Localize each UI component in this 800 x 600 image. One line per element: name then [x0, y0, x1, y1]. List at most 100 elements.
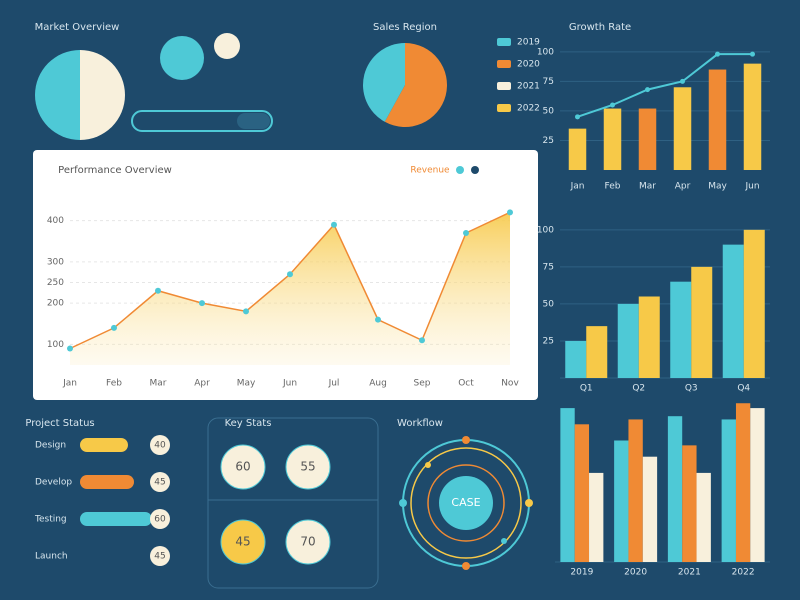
kpi-circle [285, 519, 331, 565]
point [243, 308, 249, 315]
x-tick-label: Q1 [580, 384, 593, 394]
row-label: Design [35, 441, 66, 451]
bar [589, 472, 604, 562]
legend-label: 2022 [517, 104, 540, 114]
legend-swatch [497, 60, 511, 68]
legend-swatch [497, 38, 511, 46]
bar [670, 281, 692, 378]
chart-title: Workflow [397, 418, 443, 429]
bar [743, 229, 765, 378]
x-tick-label: Jun [282, 379, 297, 389]
y-tick-label: 25 [543, 336, 554, 346]
node [399, 499, 407, 507]
x-tick-label: Feb [106, 379, 122, 389]
kpi-circle [220, 519, 266, 565]
x-tick-label: Apr [675, 182, 691, 192]
legend-swatch [497, 82, 511, 90]
x-tick-label: Q2 [632, 384, 645, 394]
bar [628, 419, 643, 562]
node [462, 436, 470, 444]
pie-slice [363, 43, 405, 122]
x-tick-label: 2019 [570, 568, 593, 578]
icon-circle [214, 33, 240, 59]
bar [691, 266, 713, 378]
chart-title: Market Overview [35, 22, 120, 33]
bar [735, 403, 751, 562]
bar [708, 69, 727, 170]
y-tick-label: 400 [47, 216, 64, 226]
y-tick-label: 100 [47, 340, 64, 350]
point [199, 300, 205, 307]
trend-point [715, 51, 720, 57]
ring [410, 447, 522, 559]
x-tick-label: Aug [369, 379, 387, 389]
legend-label: 2020 [517, 60, 540, 70]
bar [638, 296, 660, 378]
row-label: Launch [35, 552, 68, 562]
bar [586, 326, 608, 378]
trend-point [645, 87, 650, 93]
x-tick-label: Feb [605, 182, 621, 192]
value-badge [150, 509, 170, 529]
icon-circle [160, 36, 204, 80]
point [331, 221, 337, 228]
node [525, 499, 533, 507]
x-tick-label: Sep [414, 379, 431, 389]
x-tick-label: Jun [744, 182, 759, 192]
value-badge [150, 435, 170, 455]
pill [237, 113, 270, 129]
ring [427, 464, 505, 542]
chart-title: Project Status [25, 418, 94, 429]
bar [560, 408, 575, 562]
kpi-value: 45 [235, 535, 250, 549]
legend-dot [471, 166, 479, 174]
trend-point [575, 114, 580, 120]
bar [565, 340, 587, 378]
x-tick-label: Jan [62, 379, 77, 389]
y-tick-label: 75 [543, 77, 554, 87]
x-tick-label: 2020 [624, 568, 647, 578]
legend-label: 2021 [517, 82, 540, 92]
chart-title: Key Stats [225, 418, 272, 429]
pie-slice [80, 50, 125, 140]
x-tick-label: Oct [458, 379, 474, 389]
x-tick-label: Mar [150, 379, 167, 389]
bar [574, 424, 590, 562]
bar [721, 419, 736, 562]
y-tick-label: 25 [543, 136, 554, 146]
radial-diagram [399, 436, 533, 570]
node [501, 538, 507, 544]
x-tick-label: 2022 [732, 568, 755, 578]
y-tick-label: 50 [543, 106, 555, 116]
value-badge [150, 472, 170, 492]
point [67, 345, 73, 352]
bar [682, 445, 697, 562]
chart-title: Performance Overview [58, 165, 172, 176]
kpi-circle [220, 444, 266, 490]
bar [603, 108, 622, 170]
value-label: 45 [154, 552, 165, 562]
x-tick-label: Jul [328, 379, 340, 389]
value-badge [150, 546, 170, 566]
legend-swatch [497, 104, 511, 112]
kpi-circle [285, 444, 331, 490]
pie-slice [384, 43, 448, 128]
hub [439, 476, 493, 530]
y-tick-label: 200 [47, 299, 64, 309]
value-label: 40 [154, 441, 166, 451]
kpi-value: 60 [235, 460, 250, 474]
kpi-value: 70 [300, 535, 315, 549]
bar [617, 303, 639, 378]
bar [614, 440, 629, 562]
x-tick-label: May [708, 182, 727, 192]
bar [743, 63, 762, 170]
node [425, 462, 431, 468]
x-tick-label: 2021 [678, 568, 701, 578]
point [287, 271, 293, 278]
x-tick-label: May [237, 379, 256, 389]
panel-outline [207, 417, 379, 589]
bar [667, 416, 683, 562]
trend-line [577, 53, 753, 118]
y-tick-label: 75 [543, 262, 554, 272]
legend-label: 2019 [517, 38, 540, 48]
